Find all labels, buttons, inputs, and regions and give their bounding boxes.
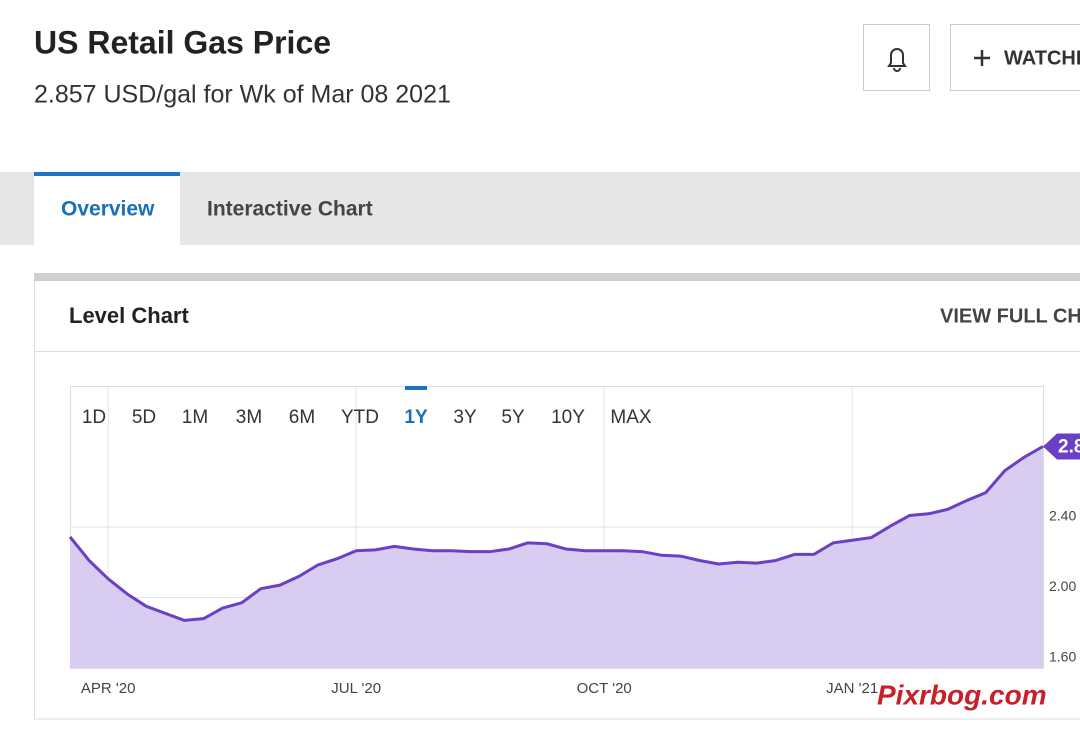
range-button[interactable]: MAX xyxy=(610,407,652,428)
watchlist-button[interactable] xyxy=(950,24,1080,91)
watchlist-label: WATCHL xyxy=(1004,47,1080,69)
badge-label: 2.857 xyxy=(1058,436,1080,457)
view-full-chart-link[interactable]: VIEW FULL CH xyxy=(940,305,1080,327)
range-button[interactable]: 1M xyxy=(182,407,208,428)
tab-active-indicator xyxy=(34,172,180,176)
range-button[interactable]: 3M xyxy=(236,407,262,428)
range-active-indicator xyxy=(405,386,427,390)
tab-active-bg xyxy=(34,172,180,245)
badge-shape xyxy=(1043,433,1080,460)
area-fill xyxy=(70,446,1043,668)
card-top-border xyxy=(34,273,1080,281)
range-button[interactable]: 10Y xyxy=(551,407,585,428)
y-tick-label: 2.40 xyxy=(1049,508,1076,524)
tab[interactable]: Overview xyxy=(61,198,155,221)
alert-button[interactable] xyxy=(863,24,930,91)
page-subtitle: 2.857 USD/gal for Wk of Mar 08 2021 xyxy=(34,81,451,109)
range-button[interactable]: 5D xyxy=(132,407,156,428)
last-value-badge: 2.857 xyxy=(1043,433,1080,460)
tab[interactable]: Interactive Chart xyxy=(207,198,373,221)
page-title: US Retail Gas Price xyxy=(34,24,331,60)
x-tick-label: OCT '20 xyxy=(577,680,632,697)
x-tick-label: JAN '21 xyxy=(826,680,878,697)
plus-icon xyxy=(974,50,990,66)
range-button[interactable]: 1D xyxy=(82,407,106,428)
x-tick-label: JUL '20 xyxy=(331,680,381,697)
range-button[interactable]: 3Y xyxy=(453,407,477,428)
x-tick-label: APR '20 xyxy=(81,680,136,697)
y-tick-label: 1.60 xyxy=(1049,649,1076,665)
area-line xyxy=(68,445,1044,622)
range-button[interactable]: YTD xyxy=(341,407,379,428)
card-title: Level Chart xyxy=(69,303,189,328)
range-button[interactable]: 1Y xyxy=(404,407,428,428)
y-tick-label: 2.00 xyxy=(1049,578,1076,594)
bell-icon xyxy=(887,48,907,72)
range-button[interactable]: 6M xyxy=(289,407,315,428)
watermark: Pixrbog.com xyxy=(877,679,1047,710)
range-button[interactable]: 5Y xyxy=(501,407,525,428)
